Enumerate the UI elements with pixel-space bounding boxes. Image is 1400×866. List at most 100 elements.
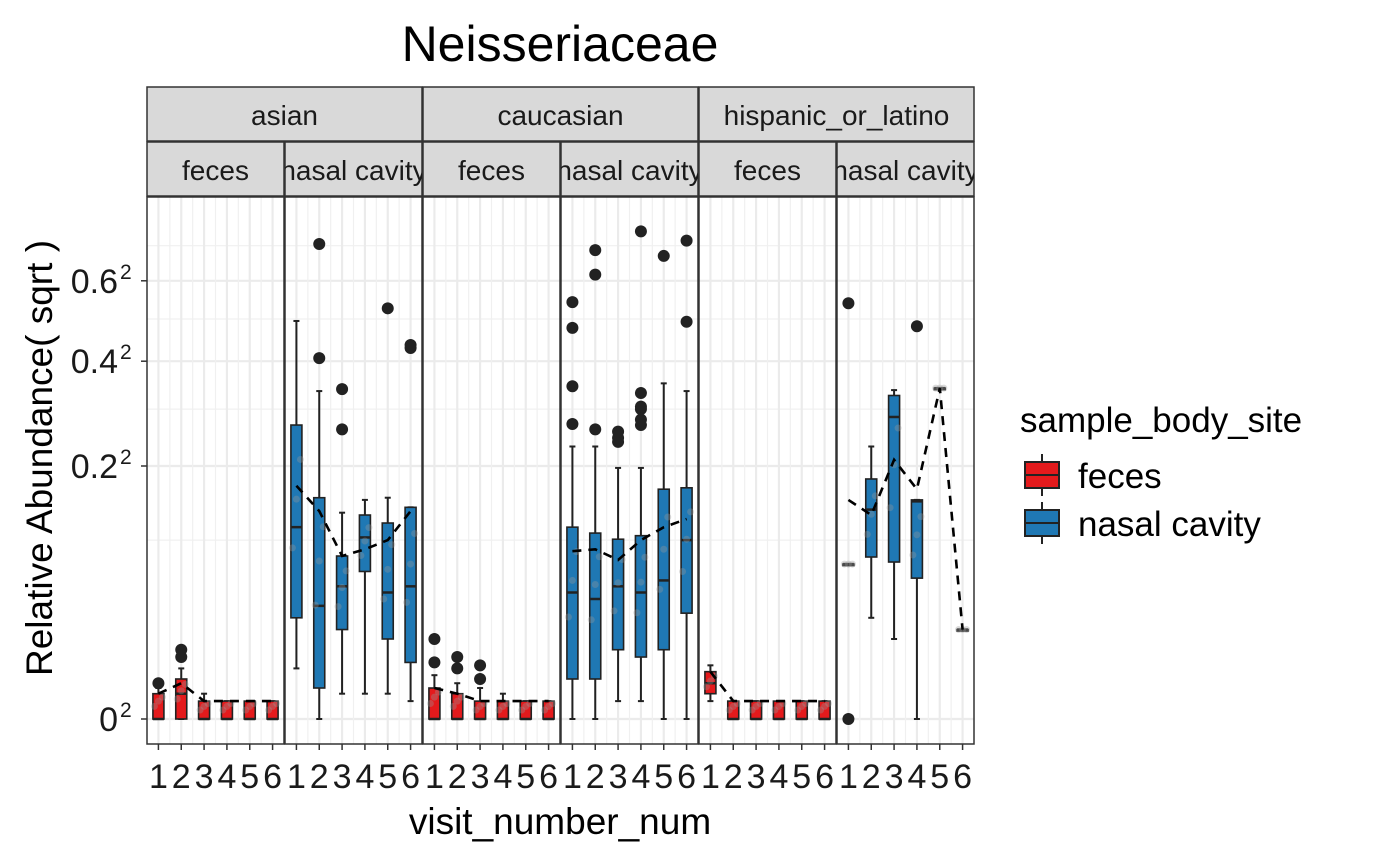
jitter-point: [844, 560, 852, 568]
x-tick-label: 5: [240, 758, 259, 796]
jitter-point: [407, 560, 415, 568]
x-tick-label: 3: [471, 758, 490, 796]
jitter-point: [894, 424, 902, 432]
jitter-point: [296, 455, 304, 463]
jitter-point: [449, 702, 457, 710]
jitter-point: [453, 697, 461, 705]
box: [588, 532, 602, 680]
facet-panel: feces 1 2 3 4 5 6: [698, 141, 837, 796]
outlier-point: [336, 423, 349, 436]
jitter-point: [292, 495, 300, 503]
outlier-point: [381, 302, 394, 315]
y-tick-exponent: 2: [120, 446, 132, 469]
box: [887, 394, 901, 563]
facet-strip-site-label: feces: [182, 155, 249, 186]
jitter-point: [522, 702, 530, 710]
chart-title: Neisseriaceae: [402, 16, 719, 72]
jitter-point: [380, 595, 388, 603]
jitter-point: [775, 702, 783, 710]
outlier-point: [566, 296, 579, 309]
jitter-point: [311, 601, 319, 609]
jitter-point: [687, 508, 695, 516]
facet-strip-site-label: nasal cavity: [556, 155, 702, 186]
legend-title: sample_body_site: [1020, 401, 1302, 440]
y-axis-label: Relative Abundance( sqrt ): [19, 240, 60, 676]
jitter-point: [683, 535, 691, 543]
jitter-point: [411, 530, 419, 538]
facet-strip-group: [146, 86, 423, 142]
jitter-point: [365, 524, 373, 532]
x-tick-label: 2: [172, 758, 191, 796]
x-tick-label: 1: [287, 758, 306, 796]
jitter-point: [940, 384, 948, 392]
jitter-point: [825, 700, 833, 708]
x-tick-label: 4: [355, 758, 374, 796]
outlier-point: [566, 321, 579, 334]
outlier-point: [634, 400, 647, 413]
jitter-point: [909, 551, 917, 559]
jitter-point: [932, 384, 940, 392]
box: [312, 496, 326, 689]
jitter-point: [564, 613, 572, 621]
jitter-point: [541, 706, 549, 714]
box: [611, 538, 625, 651]
jitter-point: [886, 504, 894, 512]
jitter-point: [955, 626, 963, 634]
jitter-point: [821, 702, 829, 710]
jitter-point: [196, 706, 204, 714]
box: [174, 678, 188, 720]
facet-strip-site-label: feces: [458, 155, 525, 186]
jitter-point: [913, 531, 921, 539]
x-axis-label: visit_number_num: [409, 801, 711, 842]
jitter-point: [334, 603, 342, 611]
jitter-point: [664, 513, 672, 521]
x-tick-label: 1: [149, 758, 168, 796]
outlier-point: [428, 656, 441, 669]
outlier-point: [428, 632, 441, 645]
box: [566, 526, 579, 680]
jitter-point: [430, 693, 438, 701]
jitter-point: [702, 683, 710, 691]
legend-label: feces: [1078, 457, 1162, 496]
facet-strip-site: [698, 141, 837, 197]
jitter-point: [660, 545, 668, 553]
outlier-point: [404, 339, 417, 352]
x-tick-label: 1: [563, 758, 582, 796]
box: [864, 478, 878, 558]
box: [381, 522, 395, 640]
outlier-point: [566, 380, 579, 393]
x-tick-label: 5: [930, 758, 949, 796]
jitter-point: [357, 552, 365, 560]
facet-strip-site: [836, 141, 975, 197]
jitter-point: [637, 578, 645, 586]
outlier-point: [634, 225, 647, 238]
jitter-point: [817, 706, 825, 714]
outlier-point: [313, 352, 326, 365]
x-tick-label: 1: [839, 758, 858, 796]
outlier-point: [634, 413, 647, 426]
jitter-point: [495, 706, 503, 714]
x-tick-label: 5: [516, 758, 535, 796]
y-tick-exponent: 2: [120, 261, 132, 284]
outlier-point: [612, 425, 625, 438]
x-tick-label: 4: [631, 758, 650, 796]
outlier-point: [842, 713, 855, 725]
box: [290, 424, 303, 619]
outlier-point: [842, 297, 855, 310]
y-tick-exponent: 2: [120, 341, 132, 364]
x-tick-label: 3: [747, 758, 766, 796]
outlier-point: [680, 234, 693, 247]
jitter-point: [706, 677, 714, 685]
x-tick-label: 2: [586, 758, 605, 796]
facet-strip-site-label: nasal cavity: [280, 155, 426, 186]
jitter-point: [794, 706, 802, 714]
jitter-point: [614, 579, 622, 587]
jitter-point: [518, 706, 526, 714]
outlier-point: [680, 315, 693, 328]
facet-strip-site: [422, 141, 561, 197]
jitter-point: [802, 700, 810, 708]
jitter-point: [173, 695, 181, 703]
jitter-point: [265, 706, 273, 714]
